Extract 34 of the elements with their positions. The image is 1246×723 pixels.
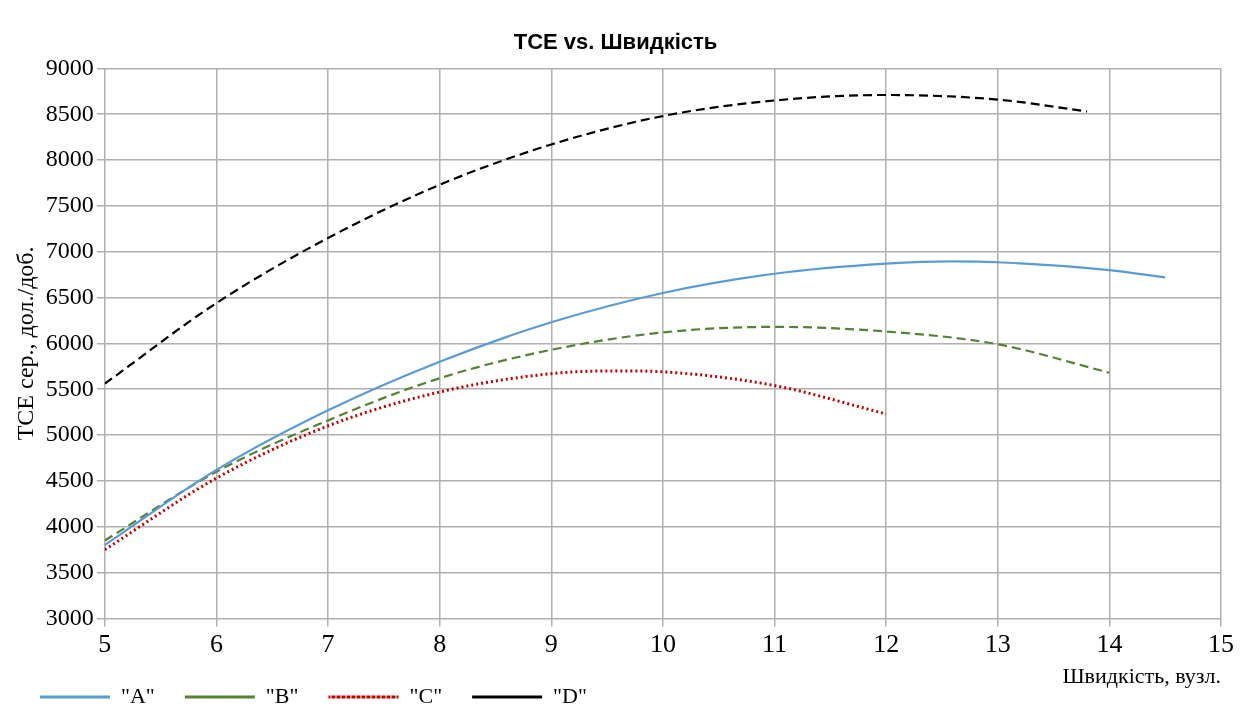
legend-label: "D" — [553, 682, 587, 708]
y-tick-label: 7500 — [45, 191, 94, 218]
y-tick-label: 6000 — [45, 328, 94, 355]
x-tick-label: 14 — [1096, 628, 1123, 658]
legend-label: "A" — [121, 682, 155, 708]
x-tick-label: 8 — [433, 628, 447, 658]
y-tick-label: 5000 — [45, 420, 94, 447]
x-tick-label: 7 — [321, 628, 335, 658]
x-tick-label: 12 — [873, 628, 900, 658]
y-tick-label: 4000 — [45, 512, 94, 539]
chart-title: TCE vs. Швидкість — [513, 29, 718, 55]
line-series — [104, 260, 1167, 547]
y-tick-label: 3500 — [45, 557, 94, 584]
legend-label: "C" — [409, 682, 443, 708]
y-tick-label: 3000 — [45, 603, 94, 630]
x-tick-label: 13 — [984, 628, 1011, 658]
x-tick-label: 5 — [98, 628, 112, 658]
legend-label: "B" — [265, 682, 299, 708]
y-tick-label: 8500 — [45, 99, 94, 126]
line-series — [104, 325, 1111, 542]
y-tick-label: 5500 — [45, 374, 94, 401]
y-tick-label: 8000 — [45, 145, 94, 172]
x-tick-label: 10 — [649, 628, 676, 658]
x-axis-title: Швидкість, вузл. — [1062, 662, 1221, 688]
x-tick-label: 9 — [544, 628, 558, 658]
y-tick-label: 4500 — [45, 466, 94, 493]
y-tick-label: 6500 — [45, 282, 94, 309]
x-tick-label: 6 — [209, 628, 223, 658]
y-tick-label: 7000 — [45, 237, 94, 264]
y-axis-title: ТСЕ сер., дол./доб. — [11, 246, 38, 441]
x-tick-label: 11 — [762, 628, 788, 658]
y-tick-label: 9000 — [45, 53, 94, 80]
x-tick-label: 15 — [1208, 628, 1234, 658]
line-series — [104, 93, 1089, 385]
